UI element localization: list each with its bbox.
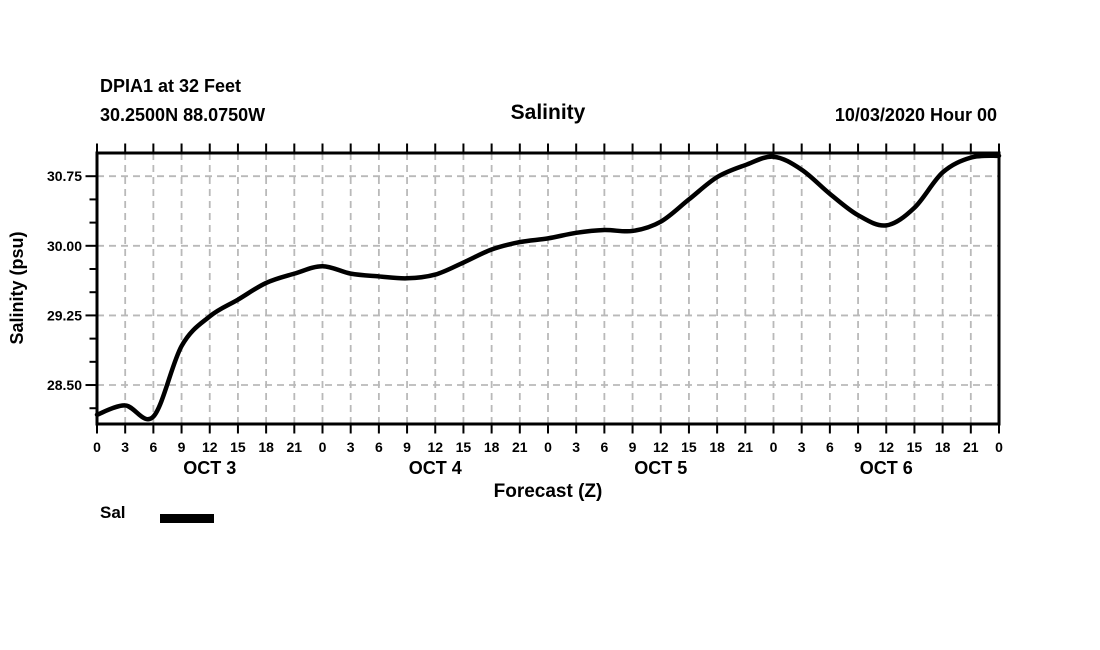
x-tick-label: 0 <box>319 439 327 455</box>
x-tick-label: 18 <box>484 439 500 455</box>
station-name: DPIA1 at 32 Feet <box>100 76 242 96</box>
x-tick-label: 12 <box>427 439 443 455</box>
x-tick-label: 12 <box>202 439 218 455</box>
x-tick-label: 9 <box>403 439 411 455</box>
y-tick-label: 29.25 <box>47 307 82 323</box>
x-tick-label: 18 <box>258 439 274 455</box>
salinity-curve <box>94 153 1002 422</box>
day-label: OCT 5 <box>634 458 687 478</box>
y-tick-label: 30.00 <box>47 238 82 254</box>
x-tick-label: 6 <box>600 439 608 455</box>
x-tick-label: 9 <box>178 439 186 455</box>
y-tick-label: 28.50 <box>47 377 82 393</box>
x-tick-label: 3 <box>347 439 355 455</box>
x-tick-label: 0 <box>93 439 101 455</box>
x-tick-label: 6 <box>375 439 383 455</box>
day-label: OCT 6 <box>860 458 913 478</box>
x-tick-label: 18 <box>709 439 725 455</box>
station-coordinates: 30.2500N 88.0750W <box>100 105 266 125</box>
x-tick-label: 6 <box>149 439 157 455</box>
x-tick-label: 0 <box>544 439 552 455</box>
y-tick-label: 30.75 <box>47 168 82 184</box>
x-tick-label: 18 <box>935 439 951 455</box>
x-tick-label: 3 <box>121 439 129 455</box>
x-tick-label: 21 <box>287 439 303 455</box>
legend-line-swatch <box>160 514 214 523</box>
x-tick-label: 15 <box>456 439 472 455</box>
x-tick-label: 6 <box>826 439 834 455</box>
x-tick-label: 9 <box>629 439 637 455</box>
x-tick-label: 21 <box>738 439 754 455</box>
x-tick-label: 21 <box>512 439 528 455</box>
x-tick-label: 21 <box>963 439 979 455</box>
x-tick-label: 9 <box>854 439 862 455</box>
x-axis-title: Forecast (Z) <box>493 481 603 502</box>
x-tick-label: 12 <box>653 439 669 455</box>
x-tick-label: 12 <box>878 439 894 455</box>
day-label: OCT 4 <box>409 458 462 478</box>
day-label: OCT 3 <box>183 458 236 478</box>
legend-label: Sal <box>100 503 126 522</box>
run-datetime: 10/03/2020 Hour 00 <box>834 105 997 125</box>
x-tick-label: 15 <box>907 439 923 455</box>
x-tick-label: 0 <box>770 439 778 455</box>
x-tick-label: 15 <box>681 439 697 455</box>
x-tick-label: 0 <box>995 439 1003 455</box>
x-tick-label: 3 <box>798 439 806 455</box>
chart-title: Salinity <box>510 101 586 124</box>
x-tick-label: 15 <box>230 439 246 455</box>
plot-frame <box>95 151 1001 426</box>
x-tick-label: 3 <box>572 439 580 455</box>
